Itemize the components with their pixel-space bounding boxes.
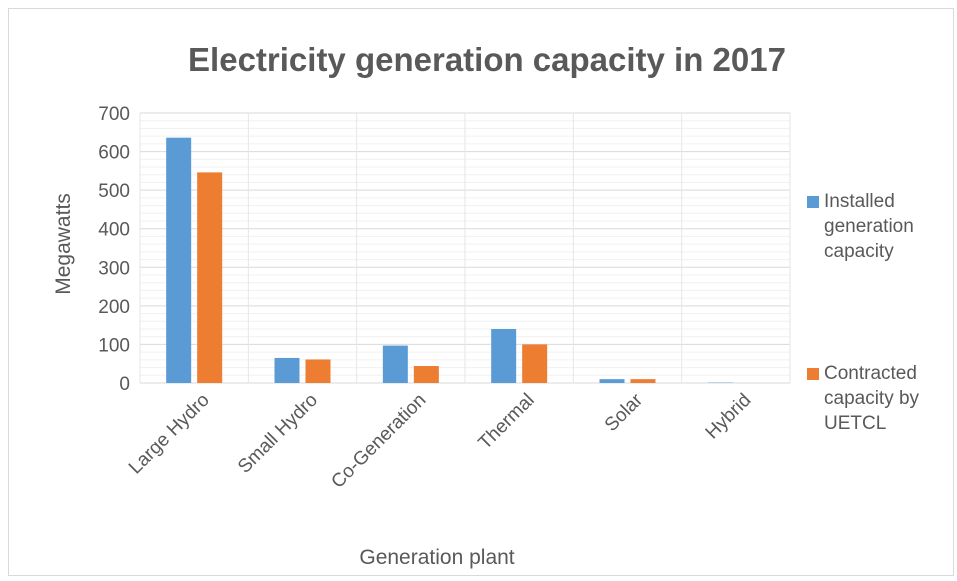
y-axis-title: Megawatts	[52, 193, 75, 295]
legend-label: generation	[824, 216, 914, 237]
bar	[197, 172, 223, 383]
x-axis-ticks: Large Hydro Small Hydro Co-Generation Therm…	[125, 389, 755, 492]
x-tick-label: Small Hydro	[234, 390, 322, 478]
bar	[599, 379, 625, 383]
bar	[305, 359, 331, 383]
legend-label: capacity	[824, 241, 894, 262]
x-axis-title: Generation plant	[359, 546, 514, 569]
y-axis-ticks: 0 100 200 300 400 500 600 700	[98, 104, 130, 395]
bar	[274, 357, 300, 383]
bar	[382, 345, 408, 383]
y-tick-label: 0	[119, 374, 130, 395]
bar	[413, 366, 439, 383]
y-tick-label: 700	[98, 104, 130, 125]
chart-title: Electricity generation capacity in 2017	[188, 41, 786, 78]
y-tick-label: 300	[98, 258, 130, 279]
bar	[522, 344, 548, 383]
legend-label: Installed	[824, 191, 895, 212]
y-tick-label: 100	[98, 335, 130, 356]
bars	[166, 137, 733, 383]
x-tick-label: Hybrid	[702, 390, 756, 444]
bar	[166, 137, 192, 383]
x-tick-label: Large Hydro	[125, 390, 214, 479]
legend-swatch	[807, 196, 819, 208]
legend-swatch	[807, 368, 819, 380]
y-tick-label: 500	[98, 181, 130, 202]
legend-label: Contracted	[824, 363, 917, 384]
chart-area	[8, 8, 954, 576]
gridlines	[139, 112, 791, 384]
y-tick-label: 200	[98, 297, 130, 318]
legend-label: capacity by	[824, 388, 920, 409]
bar	[630, 379, 656, 383]
y-tick-label: 400	[98, 220, 130, 241]
x-tick-label: Thermal	[475, 390, 539, 454]
y-tick-label: 600	[98, 143, 130, 164]
bar	[491, 329, 517, 383]
x-tick-label: Solar	[601, 389, 648, 436]
legend-label: UETCL	[824, 413, 886, 434]
x-tick-label: Co-Generation	[327, 390, 430, 493]
legend: Installed generation capacity Contracted cap…	[807, 191, 920, 434]
